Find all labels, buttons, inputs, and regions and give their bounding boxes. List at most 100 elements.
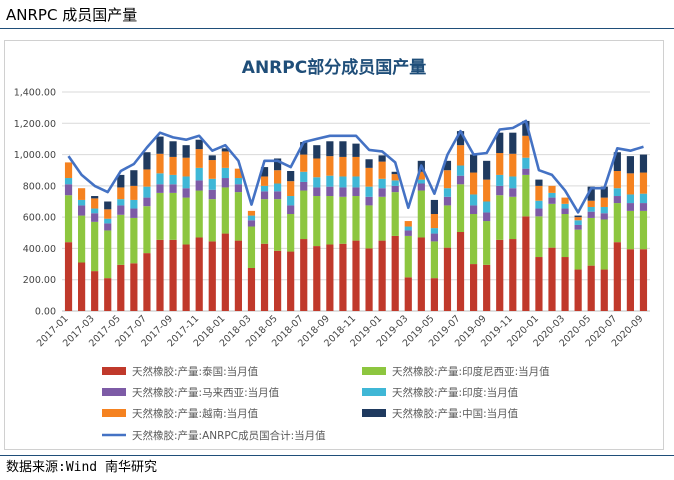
bar-segment — [195, 139, 203, 150]
bar-segment — [260, 243, 269, 311]
bar-segment — [274, 250, 282, 311]
bar-segment — [64, 162, 73, 179]
bar-segment — [639, 193, 648, 204]
y-tick-label: 1,000.00 — [14, 150, 56, 161]
bar-segment — [352, 196, 360, 241]
bar-segment — [639, 210, 648, 250]
bar-segment — [561, 197, 569, 204]
bar-segment — [391, 192, 399, 236]
bar-segment — [417, 179, 425, 184]
bar-segment — [352, 156, 360, 177]
bar-segment — [522, 216, 530, 311]
bar-segment — [326, 175, 334, 187]
bar-segment — [470, 214, 478, 265]
bar-segment — [509, 196, 517, 240]
bar-segment — [613, 242, 621, 311]
bar-segment — [260, 199, 269, 244]
bar-segment — [522, 135, 530, 158]
bar-segment — [326, 196, 334, 245]
bar-segment — [91, 271, 99, 311]
legend-label: 天然橡胶:产量:印度:当月值 — [392, 386, 519, 399]
bar-segment — [274, 199, 282, 251]
bar-segment — [287, 214, 295, 252]
bar-segment — [64, 184, 73, 196]
bar-segment — [378, 196, 386, 241]
y-tick-label: 800.00 — [23, 181, 56, 192]
bar-segment — [156, 173, 164, 185]
bar-segment — [91, 208, 99, 214]
bar-segment — [626, 156, 634, 174]
bar-segment — [626, 210, 634, 250]
bar-segment — [143, 169, 151, 187]
bar-segment — [78, 262, 86, 311]
bar-segment — [456, 184, 465, 233]
bar-segment — [522, 168, 530, 175]
chart-container — [4, 40, 664, 450]
bar-segment — [574, 220, 582, 225]
bar-segment — [300, 154, 308, 172]
bar-segment — [182, 176, 190, 189]
bar-segment — [470, 154, 478, 173]
bar-segment — [287, 170, 295, 182]
legend-label: 天然橡胶:产量:马来西亚:当月值 — [132, 386, 280, 399]
bar-segment — [509, 188, 517, 197]
bar-segment — [535, 257, 543, 311]
bar-segment — [326, 156, 334, 176]
bar-segment — [117, 264, 125, 311]
bar-segment — [234, 178, 242, 185]
bar-segment — [443, 160, 452, 171]
y-tick-label: 600.00 — [23, 213, 56, 224]
bar-segment — [613, 170, 621, 189]
bar-segment — [287, 205, 295, 215]
bar-segment — [234, 192, 242, 241]
y-tick-label: 1,200.00 — [14, 119, 56, 130]
bar-segment — [195, 190, 203, 238]
bar-segment — [234, 240, 242, 311]
bar-segment — [104, 201, 112, 210]
bar-segment — [300, 181, 308, 191]
bar-segment — [143, 186, 151, 198]
bar-segment — [221, 148, 229, 152]
bar-segment — [626, 194, 634, 204]
bar-segment — [260, 167, 269, 177]
bar-segment — [430, 214, 438, 229]
bar-segment — [378, 161, 386, 179]
bar-segment — [313, 196, 321, 247]
bar-segment — [535, 179, 543, 186]
bar-segment — [208, 178, 216, 190]
bar-segment — [456, 165, 465, 176]
bar-segment — [339, 196, 347, 244]
bar-segment — [613, 196, 621, 204]
bar-segment — [234, 168, 242, 179]
bar-segment — [91, 198, 99, 209]
legend-label: 天然橡胶:产量:越南:当月值 — [132, 407, 259, 420]
bar-segment — [247, 220, 256, 227]
bar-segment — [234, 184, 242, 193]
bar-segment — [378, 155, 386, 162]
bar-segment — [443, 170, 452, 189]
bar-segment — [574, 215, 582, 218]
bar-segment — [156, 239, 164, 311]
bar-segment — [195, 180, 203, 191]
bar-segment — [639, 172, 648, 194]
bar-segment — [404, 277, 412, 311]
bar-segment — [365, 167, 373, 187]
bar-segment — [496, 239, 504, 311]
bar-segment — [535, 208, 543, 217]
bar-segment — [600, 206, 608, 214]
bar-segment — [496, 153, 504, 175]
bar-segment — [117, 199, 125, 206]
y-tick-label: 1,400.00 — [14, 88, 56, 99]
bar-segment — [587, 200, 595, 207]
bar-segment — [169, 156, 177, 175]
bar-segment — [587, 265, 595, 311]
bar-segment — [483, 160, 491, 180]
bar-segment — [404, 235, 412, 278]
bar-segment — [522, 174, 530, 217]
bar-segment — [274, 183, 282, 192]
bar-segment — [169, 184, 177, 193]
bar-segment — [326, 244, 334, 311]
bar-segment — [78, 215, 86, 263]
bar-segment — [104, 278, 112, 311]
bar-segment — [221, 151, 229, 168]
